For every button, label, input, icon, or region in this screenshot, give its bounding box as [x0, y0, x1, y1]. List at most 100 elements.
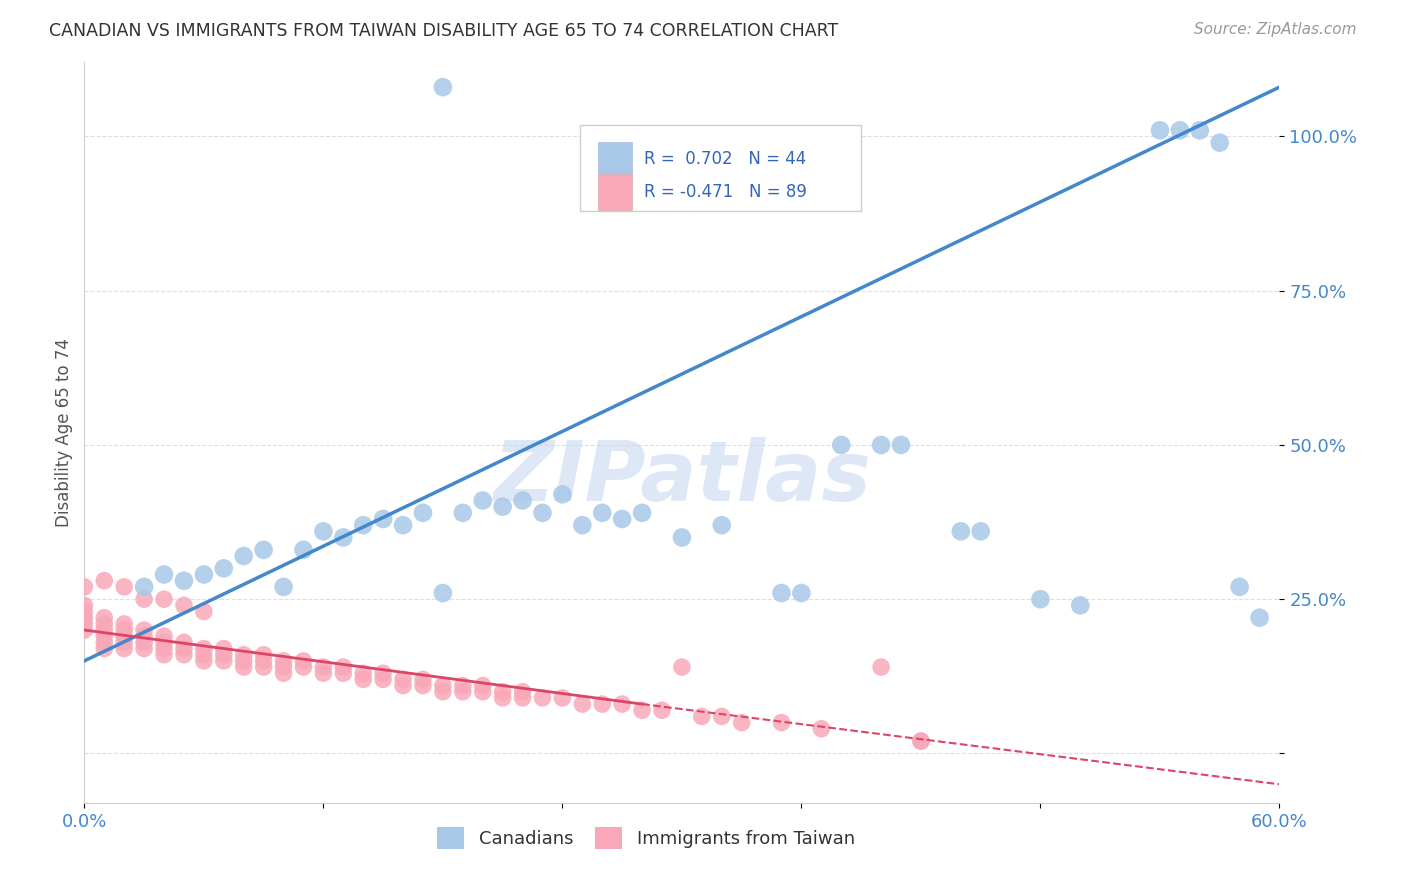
Point — [1209, 136, 1232, 150]
Point — [591, 506, 613, 520]
Point — [232, 654, 254, 668]
Point — [292, 654, 315, 668]
Point — [373, 666, 395, 681]
Point — [790, 586, 813, 600]
Point — [651, 703, 673, 717]
Point — [253, 648, 276, 662]
Point — [132, 629, 156, 643]
Point — [392, 679, 415, 693]
Point — [612, 512, 634, 526]
Point — [273, 580, 295, 594]
Point — [73, 580, 96, 594]
Bar — [599, 142, 631, 178]
Point — [1188, 123, 1211, 137]
Point — [531, 506, 554, 520]
Point — [73, 611, 96, 625]
Point — [173, 641, 195, 656]
Point — [1149, 123, 1171, 137]
Point — [451, 506, 474, 520]
Point — [153, 641, 176, 656]
Point — [73, 599, 96, 613]
Point — [571, 697, 593, 711]
Point — [1029, 592, 1052, 607]
Point — [73, 605, 96, 619]
Text: R = -0.471   N = 89: R = -0.471 N = 89 — [644, 183, 807, 201]
Point — [1069, 599, 1091, 613]
Point — [1229, 580, 1251, 594]
Point — [112, 629, 135, 643]
Text: Source: ZipAtlas.com: Source: ZipAtlas.com — [1194, 22, 1357, 37]
Point — [73, 616, 96, 631]
Point — [332, 666, 354, 681]
Point — [132, 635, 156, 649]
Point — [153, 592, 176, 607]
Point — [153, 648, 176, 662]
Point — [212, 654, 235, 668]
Point — [471, 679, 494, 693]
Point — [412, 506, 434, 520]
Point — [870, 660, 893, 674]
Point — [451, 679, 474, 693]
Point — [571, 518, 593, 533]
Point — [292, 660, 315, 674]
Point — [112, 616, 135, 631]
Point — [292, 542, 315, 557]
Point — [512, 690, 534, 705]
Point — [153, 635, 176, 649]
Point — [770, 715, 793, 730]
Point — [312, 660, 335, 674]
Point — [253, 654, 276, 668]
Point — [352, 518, 374, 533]
Point — [471, 685, 494, 699]
Point — [551, 487, 574, 501]
Point — [949, 524, 972, 539]
Point — [551, 690, 574, 705]
Point — [631, 703, 654, 717]
Point — [412, 679, 434, 693]
Point — [810, 722, 832, 736]
Point — [710, 518, 733, 533]
Text: R =  0.702   N = 44: R = 0.702 N = 44 — [644, 151, 806, 169]
FancyBboxPatch shape — [581, 126, 862, 211]
Point — [193, 654, 215, 668]
Point — [173, 574, 195, 588]
Point — [112, 580, 135, 594]
Point — [352, 666, 374, 681]
Text: CANADIAN VS IMMIGRANTS FROM TAIWAN DISABILITY AGE 65 TO 74 CORRELATION CHART: CANADIAN VS IMMIGRANTS FROM TAIWAN DISAB… — [49, 22, 838, 40]
Point — [492, 690, 515, 705]
Point — [731, 715, 754, 730]
Point — [132, 580, 156, 594]
Point — [173, 599, 195, 613]
Point — [312, 524, 335, 539]
Point — [232, 648, 254, 662]
Point — [273, 660, 295, 674]
Point — [93, 616, 115, 631]
Point — [332, 531, 354, 545]
Point — [492, 500, 515, 514]
Point — [193, 641, 215, 656]
Point — [193, 567, 215, 582]
Point — [690, 709, 713, 723]
Point — [132, 641, 156, 656]
Point — [1168, 123, 1191, 137]
Point — [471, 493, 494, 508]
Point — [451, 685, 474, 699]
Point — [193, 648, 215, 662]
Point — [153, 567, 176, 582]
Point — [373, 512, 395, 526]
Point — [112, 623, 135, 637]
Legend: Canadians, Immigrants from Taiwan: Canadians, Immigrants from Taiwan — [430, 821, 862, 856]
Point — [671, 531, 693, 545]
Point — [432, 80, 454, 95]
Point — [432, 685, 454, 699]
Point — [591, 697, 613, 711]
Point — [212, 561, 235, 575]
Point — [910, 734, 932, 748]
Point — [432, 586, 454, 600]
Point — [173, 648, 195, 662]
Point — [93, 623, 115, 637]
Point — [193, 605, 215, 619]
Point — [612, 697, 634, 711]
Point — [132, 623, 156, 637]
Bar — [599, 174, 631, 210]
